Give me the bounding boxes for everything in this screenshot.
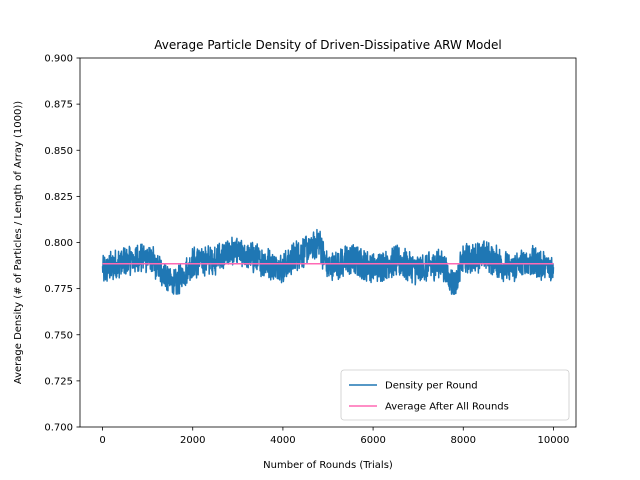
series-layer: [101, 228, 555, 295]
x-tick-label: 8000: [451, 435, 476, 446]
x-tick-label: 6000: [360, 435, 385, 446]
x-tick-label: 4000: [270, 435, 295, 446]
x-tick-label: 10000: [538, 435, 570, 446]
y-tick-label: 0.750: [44, 330, 73, 341]
x-tick-label: 0: [99, 435, 105, 446]
legend: Density per Round Average After All Round…: [340, 369, 570, 421]
y-tick-label: 0.700: [44, 423, 73, 434]
y-axis-label: Average Density (# of Particles / Length…: [13, 101, 24, 384]
y-tick-label: 0.825: [44, 192, 73, 203]
x-tick-label: 2000: [180, 435, 205, 446]
y-tick-label: 0.900: [44, 54, 73, 65]
y-tick-label: 0.725: [44, 376, 73, 387]
x-axis: 0 2000 4000 6000 8000 10000: [99, 427, 569, 446]
legend-label: Density per Round: [385, 381, 478, 392]
legend-box: [340, 369, 570, 421]
chart-title: Average Particle Density of Driven-Dissi…: [154, 38, 501, 52]
y-tick-label: 0.850: [44, 146, 73, 157]
y-tick-label: 0.775: [44, 284, 73, 295]
y-tick-label: 0.800: [44, 238, 73, 249]
x-axis-label: Number of Rounds (Trials): [263, 460, 393, 471]
y-tick-label: 0.875: [44, 100, 73, 111]
legend-label: Average After All Rounds: [385, 402, 509, 413]
y-axis: 0.700 0.725 0.750 0.775 0.800 0.825 0.850 0.875…: [44, 54, 80, 434]
series-line-density-per-round: [101, 228, 555, 295]
